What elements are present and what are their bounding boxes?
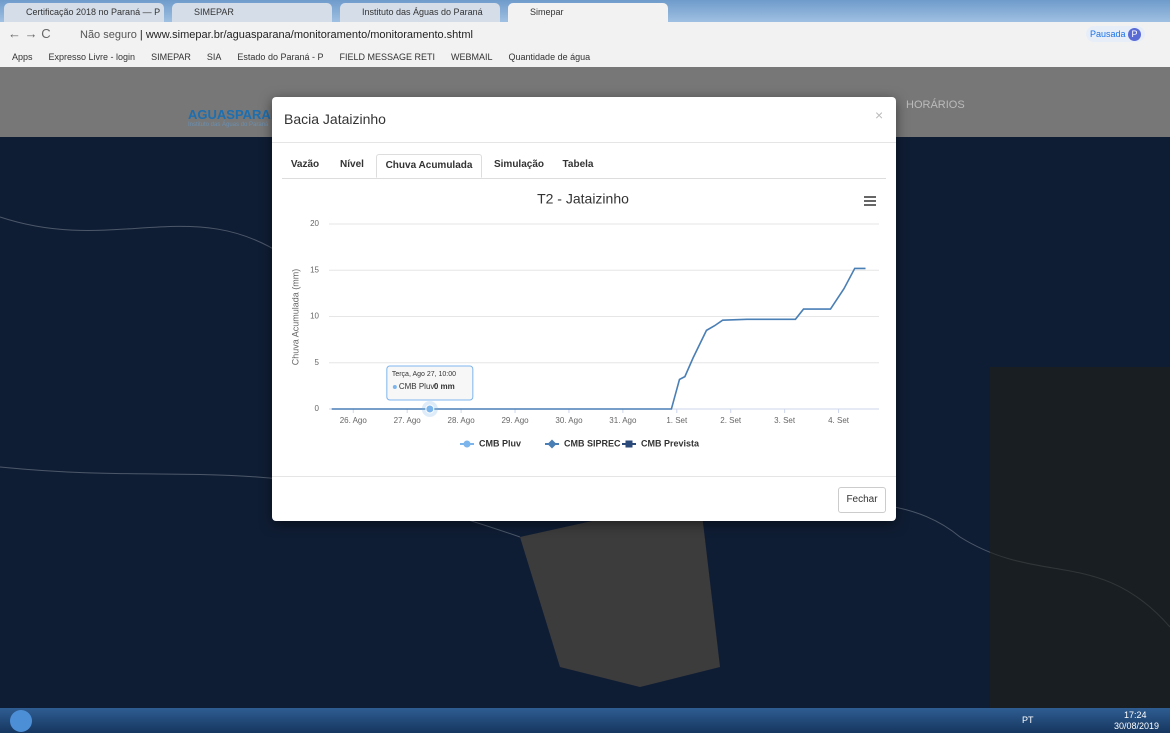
menu-icon[interactable] (864, 196, 876, 206)
hover-point (426, 405, 434, 413)
browser-tab[interactable]: Instituto das Águas do Paraná (340, 3, 500, 22)
modal-tab[interactable]: Simulação (486, 154, 552, 178)
y-axis-title: Chuva Acumulada (mm) (290, 269, 300, 366)
y-tick-label: 0 (315, 404, 320, 413)
menu-bar (864, 196, 876, 198)
legend-marker (548, 440, 557, 449)
bookmark-list: Apps Expresso Livre - login SIMEPAR SIA Esta… (0, 48, 1170, 67)
close-button[interactable]: × (875, 107, 883, 123)
x-tick-label: 4. Set (828, 416, 850, 425)
legend-label: CMB SIPREC (564, 438, 621, 448)
modal-tab[interactable]: Nível (332, 154, 372, 178)
nav-item[interactable]: HORÁRIOS (906, 99, 965, 111)
modal-title: Bacia Jataizinho (284, 111, 386, 127)
profile: Pausada (1090, 29, 1126, 39)
modal-tab[interactable]: Chuva Acumulada (376, 154, 482, 178)
modal-divider (272, 476, 896, 477)
bookmark[interactable]: Quantidade de água (509, 52, 591, 62)
profile-initial: P (1128, 28, 1141, 41)
nav-buttons[interactable]: ← → C (8, 26, 51, 41)
omnibox[interactable]: Não seguro | www.simepar.br/aguasparana/… (80, 25, 1040, 45)
menu-bar (864, 204, 876, 206)
legend-marker (626, 441, 633, 448)
profile-button[interactable]: Pausada P (1086, 26, 1145, 42)
browser-tab[interactable]: SIMEPAR (172, 3, 332, 22)
modal-tab[interactable]: Tabela (554, 154, 602, 178)
start-button[interactable] (10, 710, 32, 732)
x-tick-label: 31. Ago (609, 416, 637, 425)
tooltip-value: 0 mm (434, 382, 455, 391)
y-tick-label: 5 (315, 358, 320, 367)
browser-tab[interactable]: Certificação 2018 no Paraná — P (4, 3, 164, 22)
clock-time: 17:24 (1124, 710, 1147, 720)
bookmark[interactable]: SIA (207, 52, 222, 62)
tooltip-dot (393, 385, 397, 389)
legend-marker (464, 441, 471, 448)
bookmarks-bar: Apps Expresso Livre - login SIMEPAR SIA Esta… (0, 48, 1170, 68)
taskbar: PT 17:24 30/08/2019 (0, 708, 1170, 733)
chart-title: T2 - Jataizinho (537, 191, 629, 207)
close-modal-button[interactable]: Fechar (838, 487, 886, 513)
modal-header: Bacia Jataizinho × (272, 97, 896, 143)
security: Não seguro (80, 29, 137, 41)
url: www.simepar.br/aguasparana/monitoramento… (146, 29, 473, 41)
page: Certificação 2018 no Paraná — P SIMEPAR In… (0, 0, 1170, 733)
menu-bar (864, 200, 876, 202)
logo-sub: Instituto das Águas do Paraná (188, 122, 268, 128)
bookmark[interactable]: SIMEPAR (151, 52, 191, 62)
bookmark[interactable]: WEBMAIL (451, 52, 493, 62)
bookmark[interactable]: Expresso Livre - login (49, 52, 136, 62)
x-tick-label: 3. Set (774, 416, 796, 425)
y-tick-label: 15 (310, 265, 319, 274)
clock-date: 30/08/2019 (1114, 721, 1159, 731)
tooltip-series: CMB Pluv: (399, 382, 437, 391)
y-tick-label: 10 (310, 312, 319, 321)
modal-tab[interactable]: Vazão (282, 154, 328, 178)
x-tick-label: 27. Ago (394, 416, 422, 425)
language: PT (1022, 715, 1034, 725)
tab-bar: Certificação 2018 no Paraná — P SIMEPAR In… (0, 0, 1170, 22)
bookmark[interactable]: Estado do Paraná - P (237, 52, 323, 62)
x-tick-label: 1. Set (666, 416, 688, 425)
legend-label: CMB Prevista (641, 438, 700, 448)
x-tick-label: 2. Set (720, 416, 742, 425)
legend-label: CMB Pluv (479, 438, 521, 448)
bookmark[interactable]: Apps (12, 52, 33, 62)
x-tick-label: 28. Ago (448, 416, 476, 425)
y-tick-label: 20 (310, 219, 319, 228)
x-tick-label: 29. Ago (501, 416, 529, 425)
tooltip-title: Terça, Ago 27, 10:00 (392, 371, 456, 378)
x-tick-label: 30. Ago (555, 416, 583, 425)
bookmark[interactable]: FIELD MESSAGE RETI (339, 52, 435, 62)
x-tick-label: 26. Ago (340, 416, 368, 425)
browser-tab[interactable]: Simepar (508, 3, 668, 22)
address-bar: ← → C Não seguro | www.simepar.br/aguasp… (0, 22, 1170, 48)
chart: T2 - Jataizinho Chuva Acumulada (mm) 0 5 1… (272, 182, 896, 472)
